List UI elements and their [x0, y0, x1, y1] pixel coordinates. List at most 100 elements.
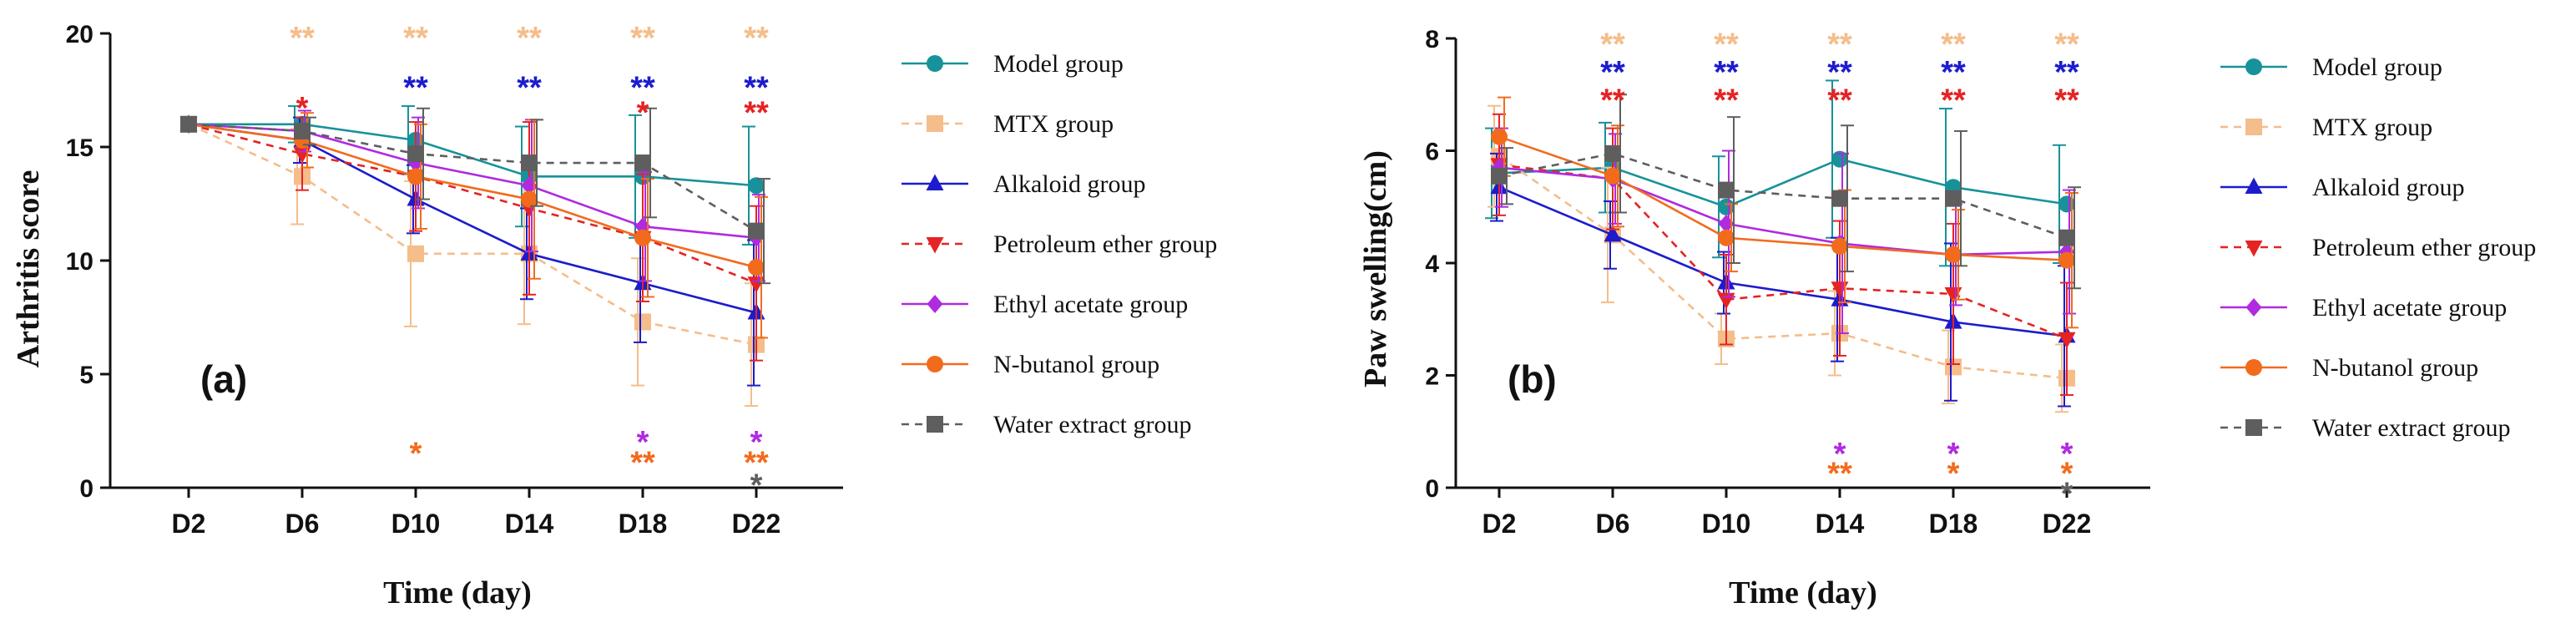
panel-a-legend-label: Alkaloid group: [993, 170, 1145, 198]
panel-a-legend-label: N-butanol group: [993, 351, 1159, 378]
panel-b-line-n-butanol-group: [1498, 135, 2068, 261]
panel-b-point-n-butanol-group: [1945, 246, 1962, 263]
panel-a-line-n-butanol-group: [188, 123, 757, 269]
panel-b-point-alkaloid-group: [1604, 225, 1622, 242]
panel-b-series-ethyl-acetate-group: [1491, 127, 2076, 335]
panel-b-x-tick-label: D22: [2043, 509, 2092, 539]
panel-b-point-petroleum-ether-group: [1717, 292, 1735, 310]
panel-a-legend-item: N-butanol group: [902, 351, 1159, 378]
panel-b-point-water-extract-group: [1718, 181, 1735, 199]
panel-b-legend-label: Model group: [2312, 53, 2442, 81]
panel-b-significance-star: **: [1827, 84, 1852, 119]
panel-a-significance-star: *: [637, 425, 649, 460]
panel-b-significance-star: *: [2061, 457, 2073, 492]
panel-b-point-water-extract-group: [1491, 167, 1508, 185]
panel-a-significance-star: *: [637, 96, 649, 131]
panel-a-point-water-extract-group: [294, 122, 311, 139]
panel-b-point-n-butanol-group: [2058, 251, 2075, 269]
panel-b-point-n-butanol-group: [1491, 128, 1508, 145]
panel-b-x-tick-label: D18: [1929, 509, 1978, 539]
panel-b-x-tick-label: D14: [1816, 509, 1865, 539]
panel-b-significance-star: *: [2061, 437, 2073, 472]
panel-b-series-water-extract-group: [1491, 94, 2081, 290]
panel-a-significance-star: *: [296, 91, 309, 126]
panel-a-point-water-extract-group: [407, 145, 424, 163]
panel-b-x-tick-label: D6: [1596, 509, 1630, 539]
panel-a-point-n-butanol-group: [634, 229, 651, 246]
panel-a-point-petroleum-ether-group: [747, 276, 765, 293]
panel-a-line-mtx-group: [188, 123, 757, 346]
panel-a-significance-star: **: [744, 96, 769, 131]
panel-a-significance-star: **: [517, 71, 542, 106]
panel-b-significance-star: **: [2054, 55, 2079, 90]
panel-b-x-tick-label: D2: [1482, 509, 1517, 539]
panel-a-series-alkaloid-group: [179, 114, 765, 387]
panel-b-y-tick-label: 8: [1425, 26, 1439, 53]
panel-a-line-ethyl-acetate-group: [188, 123, 757, 240]
panel-b-point-water-extract-group: [2058, 229, 2075, 246]
panel-a-series-n-butanol-group: [180, 112, 768, 339]
panel-b-legend-label: Alkaloid group: [2312, 174, 2464, 201]
panel-a-legend-swatch-marker: [926, 174, 944, 190]
panel-b-label: (b): [1508, 357, 1557, 401]
panel-a-line-petroleum-ether-group: [188, 123, 757, 285]
panel-b-legend-item: MTX group: [2220, 114, 2432, 141]
panel-b-y-tick-label: 6: [1425, 139, 1439, 166]
panel-b-series-model-group: [1485, 79, 2075, 267]
panel-a-legend-label: Ethyl acetate group: [993, 291, 1188, 318]
panel-b-x-axis-title: Time (day): [1729, 575, 1877, 610]
panel-a-legend-item: Petroleum ether group: [902, 230, 1217, 258]
panel-a-legend-item: Ethyl acetate group: [902, 291, 1188, 318]
panel-a-legend-item: MTX group: [902, 110, 1114, 138]
panel-b-point-water-extract-group: [1831, 190, 1848, 207]
panel-b-significance-star: **: [2054, 27, 2079, 62]
panel-a-point-n-butanol-group: [748, 259, 765, 276]
panel-b-line-alkaloid-group: [1498, 186, 2068, 337]
panel-a-point-water-extract-group: [748, 222, 765, 240]
panel-b-legend-swatch-marker: [2245, 298, 2262, 317]
panel-a-legend-swatch-marker: [927, 295, 943, 313]
panel-b-series-n-butanol-group: [1491, 96, 2078, 329]
panel-b-point-water-extract-group: [1945, 190, 1962, 207]
panel-b-significance-star: **: [1827, 27, 1852, 62]
panel-b-significance-star: *: [1947, 457, 1960, 492]
panel-b-legend-swatch-marker: [2245, 359, 2262, 376]
panel-a-legend-label: Model group: [993, 50, 1124, 78]
panel-b-point-n-butanol-group: [1604, 167, 1621, 185]
panel-a-legend-swatch-marker: [927, 115, 943, 132]
panel-a-point-water-extract-group: [180, 115, 197, 133]
panel-b-x-tick-label: D10: [1702, 509, 1751, 539]
panel-a-x-tick-label: D6: [285, 509, 320, 539]
panel-a-series-model-group: [180, 105, 765, 246]
panel-b-point-model-group: [1831, 150, 1848, 168]
panel-a-y-tick-label: 20: [66, 21, 93, 48]
panel-b-legend-item: N-butanol group: [2220, 354, 2478, 382]
panel-b-y-tick-label: 4: [1425, 251, 1439, 278]
panel-a-y-tick-label: 5: [79, 362, 93, 389]
panel-a-significance-star: **: [744, 21, 769, 56]
panel-b-significance-star: **: [1714, 55, 1739, 90]
panel-a-legend-label: Water extract group: [993, 411, 1191, 438]
panel-b-significance-star: **: [1600, 84, 1625, 119]
panel-a-label: (a): [200, 357, 247, 401]
panel-a-significance-star: **: [630, 71, 655, 106]
panel-b-legend-item: Ethyl acetate group: [2220, 294, 2507, 322]
panel-b-axes: 0 2 4 6 8 D2 D6 D10 D14 D18 D22: [1425, 26, 2150, 539]
panel-b-legend-item: Water extract group: [2220, 414, 2510, 442]
panel-b-line-mtx-group: [1498, 155, 2068, 380]
panel-b-legend-item: Petroleum ether group: [2220, 234, 2536, 261]
panel-a-point-mtx-group: [407, 245, 424, 262]
panel-a-series-water-extract-group: [180, 107, 770, 285]
panel-a-significance-markers: ******************************: [290, 21, 769, 504]
panel-b-significance-star: *: [1834, 437, 1846, 472]
panel-a-significance-star: *: [410, 437, 422, 472]
panel-b-legend-item: Alkaloid group: [2220, 174, 2464, 201]
panel-a-legend-swatch-marker: [926, 237, 944, 254]
panel-a-legend-label: Petroleum ether group: [993, 230, 1217, 258]
panel-a-significance-star: *: [750, 469, 763, 504]
panel-a-y-tick-label: 0: [79, 475, 93, 503]
panel-b-y-axis-title: Paw swelling(cm): [1358, 150, 1393, 387]
